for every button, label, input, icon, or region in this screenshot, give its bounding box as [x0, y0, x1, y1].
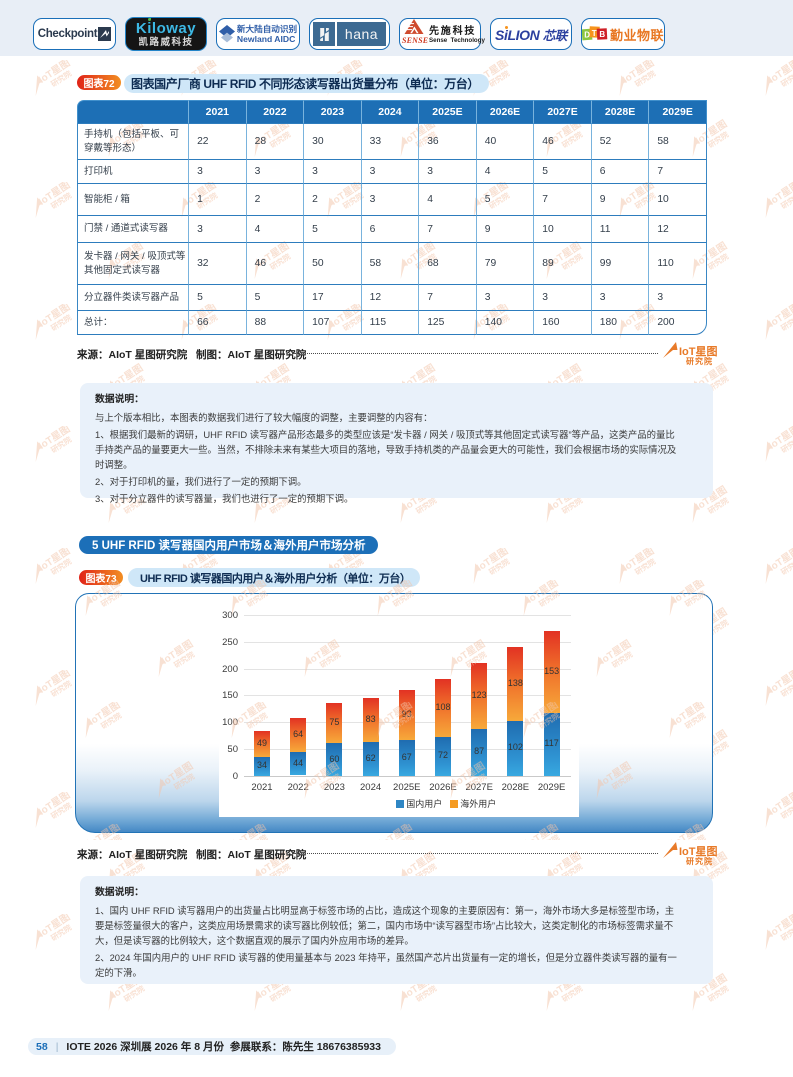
svg-text:T: T [592, 29, 597, 38]
svg-text:D: D [584, 31, 590, 40]
svg-text:B: B [599, 30, 605, 39]
